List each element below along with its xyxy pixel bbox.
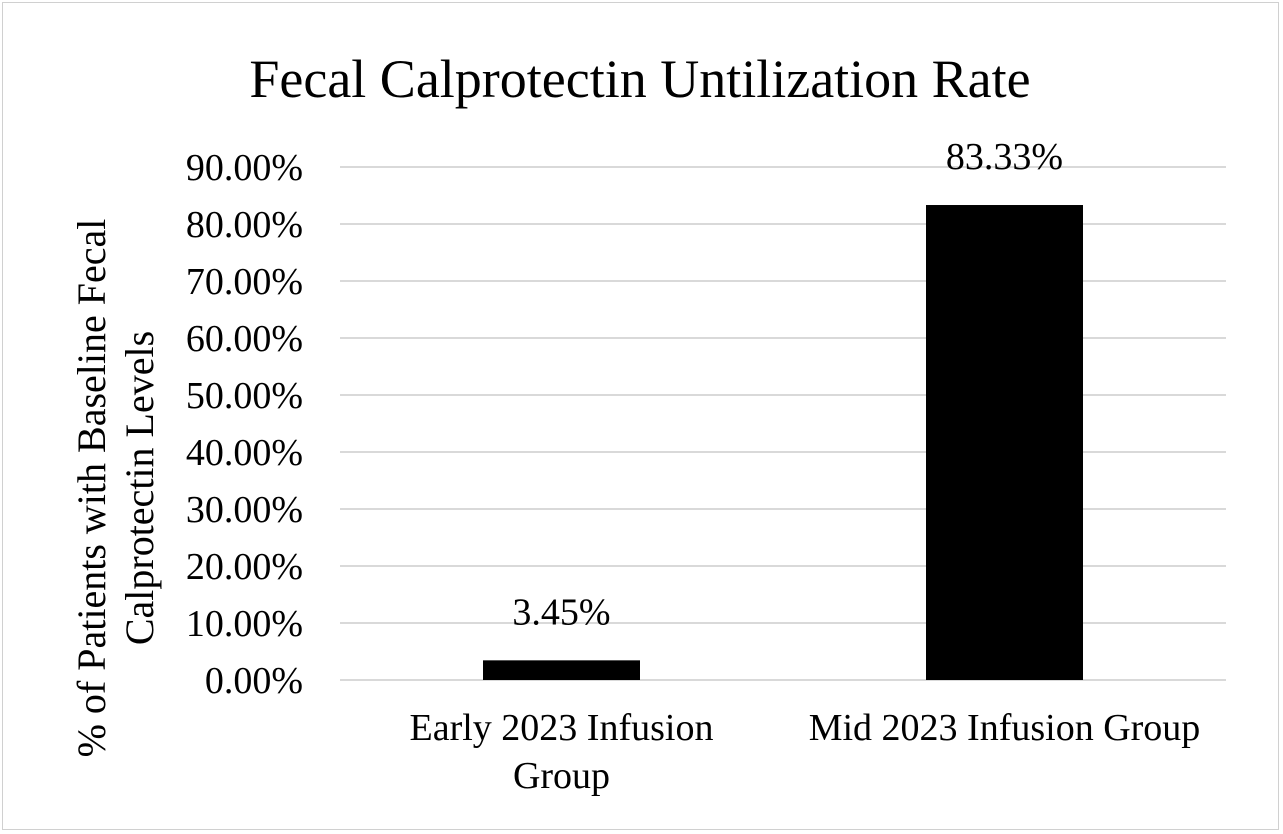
gridlines: [340, 166, 1226, 681]
x-tick-label: Group: [513, 755, 610, 797]
data-labels: 3.45% 83.33%: [512, 136, 1063, 633]
x-tick-labels: Early 2023 Infusion Group Mid 2023 Infusio…: [410, 707, 1201, 797]
y-tick-labels: 0.00% 10.00% 20.00% 30.00% 40.00% 50.00% 60.00…: [186, 147, 303, 702]
y-axis-label: % of Patients with Baseline Fecal Calprot…: [69, 219, 162, 758]
bar: [483, 660, 640, 680]
x-tick-label: Early 2023 Infusion: [410, 707, 714, 749]
y-tick-label: 60.00%: [186, 318, 303, 360]
y-tick-label: 40.00%: [186, 432, 303, 474]
x-tick-label: Mid 2023 Infusion Group: [809, 707, 1201, 749]
y-axis-label-line: % of Patients with Baseline Fecal: [69, 219, 114, 758]
y-tick-label: 50.00%: [186, 375, 303, 417]
y-axis-label-line: Calprotectin Levels: [117, 331, 162, 645]
bars: [483, 205, 1083, 681]
y-tick-label: 70.00%: [186, 261, 303, 303]
data-label: 83.33%: [946, 136, 1063, 178]
data-label: 3.45%: [512, 591, 610, 633]
y-tick-label: 20.00%: [186, 546, 303, 588]
y-tick-label: 0.00%: [205, 660, 303, 702]
y-tick-label: 90.00%: [186, 147, 303, 189]
y-tick-label: 80.00%: [186, 204, 303, 246]
y-tick-label: 10.00%: [186, 603, 303, 645]
bar: [926, 205, 1083, 681]
chart-title: Fecal Calprotectin Untilization Rate: [249, 49, 1030, 109]
y-tick-label: 30.00%: [186, 489, 303, 531]
